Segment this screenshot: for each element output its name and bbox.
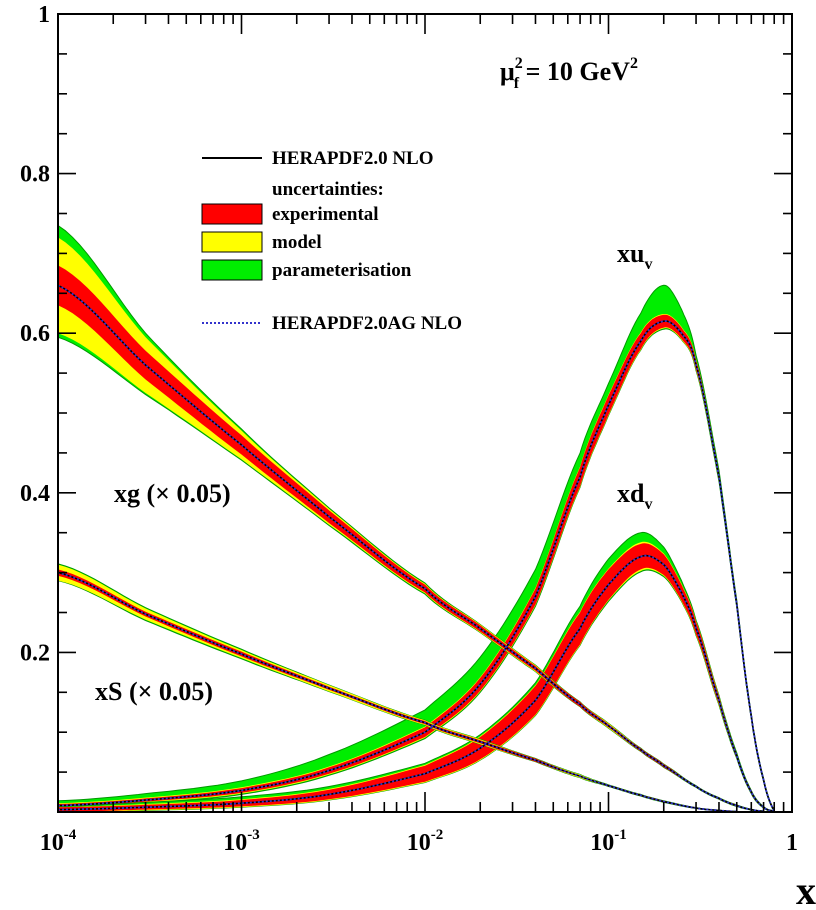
legend-label: HERAPDF2.0AG NLO	[272, 313, 462, 334]
series-0-experimental-band	[58, 314, 775, 812]
x-tick-label: 10-2	[407, 827, 444, 856]
x-tick-label: 10-3	[223, 827, 260, 856]
series-3-ag-dotted-line	[58, 571, 737, 812]
legend-swatch-model	[201, 231, 263, 253]
series-labels: xuv xdv xg (× 0.05) xS (× 0.05)	[95, 239, 652, 706]
series-label: xS (× 0.05)	[95, 677, 213, 706]
x-axis-label: x	[796, 868, 816, 910]
legend-label: experimental	[272, 204, 379, 225]
central-lines	[58, 284, 775, 812]
series-label: xg (× 0.05)	[114, 479, 231, 508]
legend: HERAPDF2.0 NLO uncertainties: experimental…	[201, 148, 462, 334]
x-tick-label: 1	[786, 830, 798, 856]
legend-label: parameterisation	[272, 260, 412, 281]
legend-swatch-experimental	[201, 203, 263, 225]
legend-swatch-parameterisation	[201, 259, 263, 281]
axes: 0.2 0.4 0.6 0.8 1 10-4 10-3 10-2 10-1 1	[20, 2, 798, 856]
x-tick-label: 10-4	[40, 827, 77, 856]
series-1-experimental-band	[58, 543, 775, 812]
annotation-rest-sup: 2	[630, 55, 638, 72]
scale-annotation: μ2 f = 10 GeV2	[500, 55, 638, 92]
legend-label: uncertainties:	[272, 179, 384, 200]
series-label: xdv	[617, 479, 652, 513]
y-tick-label: 0.4	[20, 481, 50, 507]
legend-label: HERAPDF2.0 NLO	[272, 148, 434, 169]
series-label: xuv	[617, 239, 652, 273]
y-tick-label: 0.8	[20, 162, 50, 188]
legend-label: model	[272, 232, 322, 253]
series-2-ag-dotted-line	[58, 284, 764, 812]
annotation-sub: f	[514, 75, 520, 92]
annotation-sup: 2	[515, 55, 523, 72]
y-tick-label: 0.2	[20, 640, 50, 666]
y-tick-label: 1	[38, 2, 50, 28]
x-tick-label: 10-1	[590, 827, 627, 856]
series-1-ag-dotted-line	[58, 554, 775, 812]
y-tick-label: 0.6	[20, 321, 50, 347]
series-0-ag-dotted-line	[58, 320, 775, 811]
